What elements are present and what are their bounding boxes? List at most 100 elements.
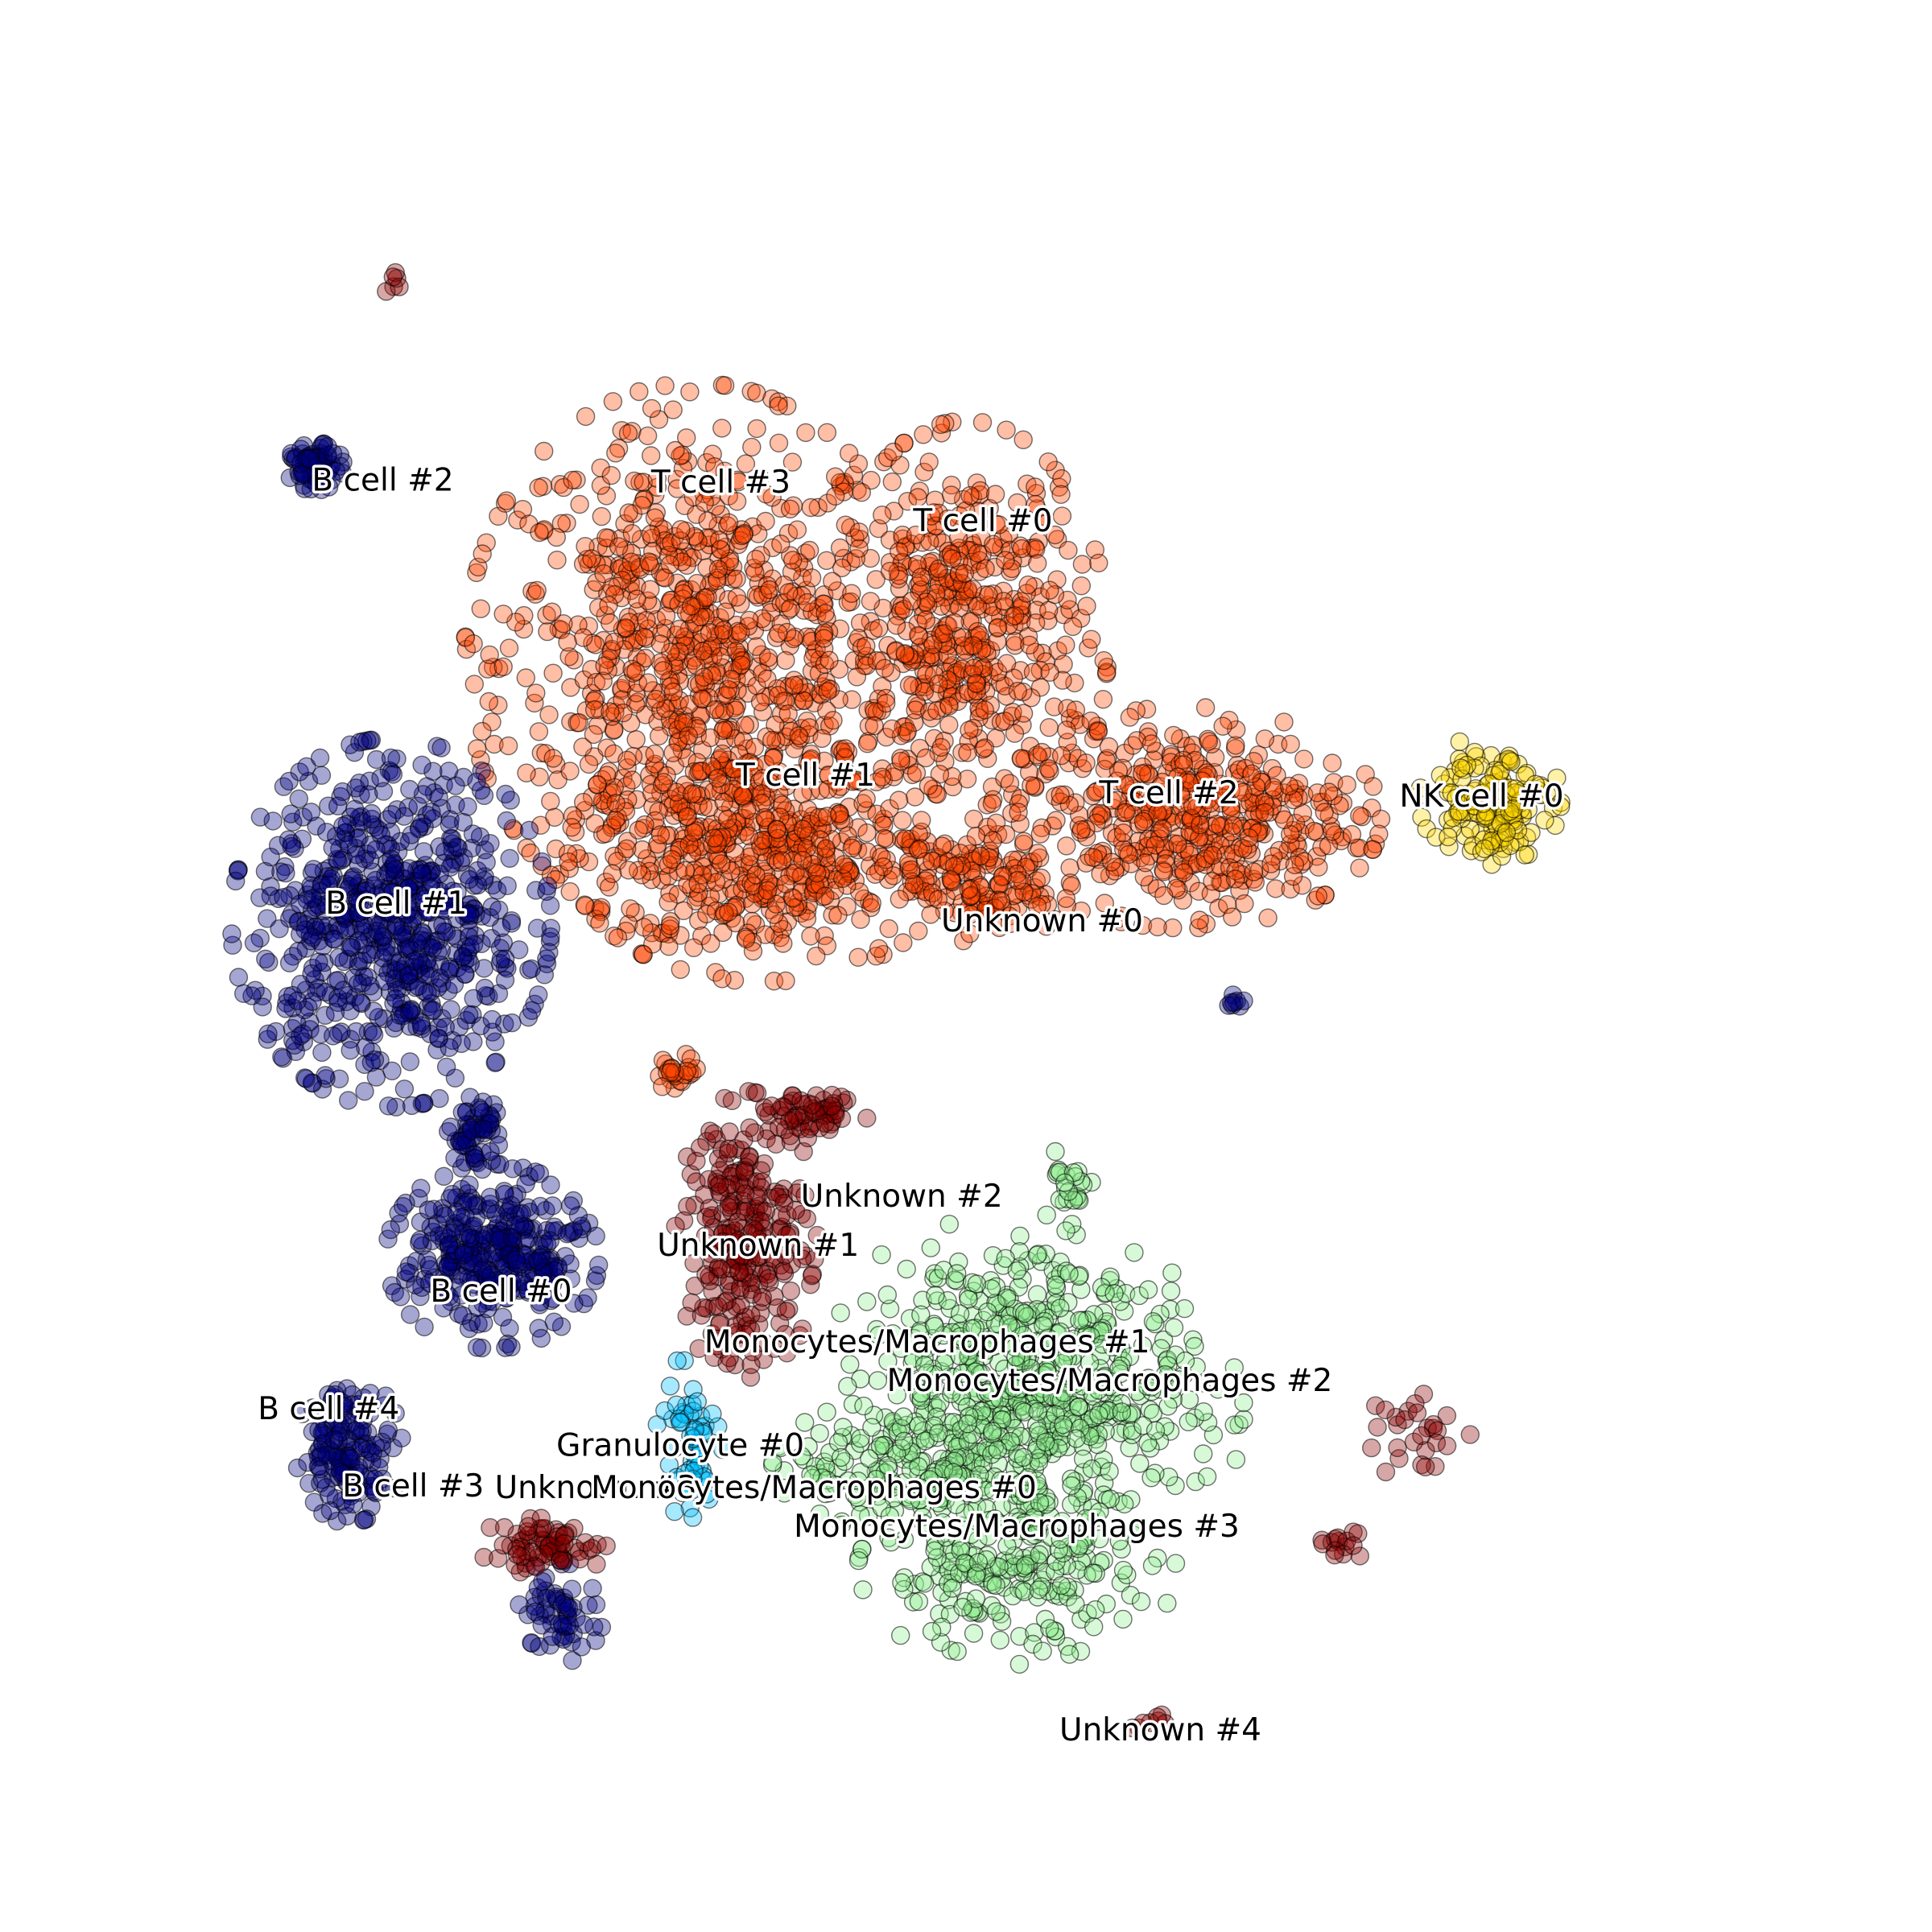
scatter-point-b-0	[279, 953, 299, 972]
scatter-point-t-0	[584, 700, 605, 720]
scatter-point-t-2	[772, 851, 792, 870]
scatter-point-t-3	[1213, 716, 1232, 736]
scatter-point-b-0	[263, 811, 283, 831]
scatter-point-t-3	[1226, 736, 1245, 755]
scatter-point-mono-2	[894, 1431, 914, 1451]
scatter-point-t-0	[715, 376, 735, 395]
scatter-point-t-0	[784, 675, 804, 695]
scatter-point-b-1	[381, 1220, 400, 1240]
scatter-point-t-0	[477, 533, 496, 552]
scatter-point-t-2	[688, 874, 708, 894]
scatter-point-t-2	[585, 814, 605, 833]
scatter-point-mono-2	[894, 1407, 914, 1426]
scatter-point-mono-4	[1046, 1141, 1065, 1162]
scatter-point-t-3	[1255, 729, 1275, 749]
scatter-point-t-2	[562, 817, 581, 837]
scatter-point-t-1	[941, 485, 961, 505]
scatter-point-b-0	[446, 776, 465, 795]
scatter-point-t-1	[943, 549, 962, 568]
scatter-point-t-1	[886, 616, 906, 635]
scatter-point-t-0	[480, 645, 499, 665]
scatter-point-b-0	[376, 943, 395, 962]
scatter-point-t-0	[758, 669, 777, 689]
scatter-point-b-0	[290, 894, 310, 914]
scatter-point-mono-3	[890, 1625, 910, 1645]
scatter-point-t-3	[1274, 712, 1294, 732]
scatter-point-t-3	[1113, 823, 1133, 843]
scatter-point-t-2	[576, 896, 595, 916]
scatter-point-t-3	[1199, 732, 1219, 751]
scatter-point-b-1	[503, 1228, 522, 1248]
scatter-point-t-1	[814, 629, 834, 648]
scatter-point-t-2	[776, 971, 795, 991]
scatter-point-t-0	[638, 426, 658, 446]
scatter-point-t-3	[1323, 822, 1342, 841]
scatter-point-t-0	[825, 467, 845, 486]
scatter-point-t-0	[670, 619, 689, 639]
scatter-point-t-0	[479, 691, 498, 712]
scatter-point-t-0	[508, 510, 527, 530]
scatter-point-mono-3	[909, 1591, 929, 1612]
scatter-point-t-0	[619, 503, 638, 522]
scatter-point-t-1	[819, 650, 839, 670]
scatter-point-mono-3	[1015, 1556, 1035, 1575]
scatter-point-t-3	[1146, 836, 1165, 855]
scatter-point-b-0	[453, 812, 473, 832]
scatter-point-b-4	[320, 1501, 341, 1521]
scatter-point-b-0	[339, 835, 358, 854]
scatter-point-t-2	[719, 902, 738, 922]
scatter-point-t-1	[882, 472, 902, 492]
scatter-point-mono-0	[1161, 1282, 1181, 1301]
scatter-point-mono-3	[1033, 1641, 1052, 1661]
scatter-point-t-1	[852, 483, 872, 502]
scatter-point-t-2	[718, 809, 737, 829]
scatter-point-b-0	[394, 1080, 415, 1099]
scatter-point-t-0	[529, 722, 549, 741]
scatter-point-b-0	[348, 974, 368, 993]
scatter-point-t-2	[671, 960, 690, 980]
scatter-point-t-2	[737, 929, 756, 949]
scatter-point-t-2	[605, 811, 625, 830]
scatter-point-t-0	[708, 559, 729, 579]
scatter-point-b-0	[500, 848, 519, 869]
scatter-point-t-2	[650, 825, 671, 844]
scatter-point-b-0	[522, 1001, 542, 1021]
scatter-point-b-1	[486, 1204, 506, 1224]
scatter-point-t-0	[663, 743, 683, 762]
scatter-point-t-0	[497, 491, 517, 510]
scatter-point-t-0	[663, 400, 683, 419]
scatter-point-t-2	[874, 828, 894, 848]
scatter-point-t-2	[643, 935, 663, 954]
scatter-point-t-3	[1285, 855, 1305, 875]
scatter-point-t-0	[584, 724, 604, 745]
scatter-point-t-2	[834, 855, 853, 874]
scatter-point-t-0	[530, 522, 549, 543]
scatter-point-t-1	[966, 674, 986, 693]
scatter-point-mono-3	[1040, 1619, 1059, 1638]
scatter-point-t-2	[774, 934, 793, 953]
scatter-point-mono-2	[862, 1418, 881, 1437]
scatter-point-t-0	[709, 530, 729, 550]
scatter-point-b-0	[256, 949, 275, 969]
scatter-point-t-0	[716, 602, 736, 621]
scatter-point-t-2	[603, 864, 622, 884]
scatter-point-t-2	[836, 739, 855, 758]
scatter-point-t-4	[923, 851, 942, 871]
scatter-point-t-2	[857, 734, 877, 753]
scatter-point-t-1	[995, 712, 1014, 731]
scatter-point-t-0	[535, 441, 554, 461]
scatter-point-mono-4	[1055, 1173, 1075, 1192]
scatter-point-t-1	[1093, 690, 1113, 709]
scatter-point-t-1	[996, 551, 1015, 570]
scatter-point-t-2	[816, 839, 836, 858]
scatter-point-b-0	[431, 738, 451, 758]
scatter-point-t-0	[625, 902, 645, 923]
scatter-point-t-0	[656, 606, 676, 625]
scatter-point-t-0	[541, 791, 560, 811]
scatter-point-b-0	[345, 799, 365, 819]
scatter-point-t-2	[660, 916, 680, 935]
scatter-point-t-3	[1051, 745, 1071, 766]
scatter-point-t-3	[1154, 862, 1174, 881]
scatter-point-t-0	[569, 713, 588, 733]
scatter-point-b-0	[485, 1032, 505, 1051]
